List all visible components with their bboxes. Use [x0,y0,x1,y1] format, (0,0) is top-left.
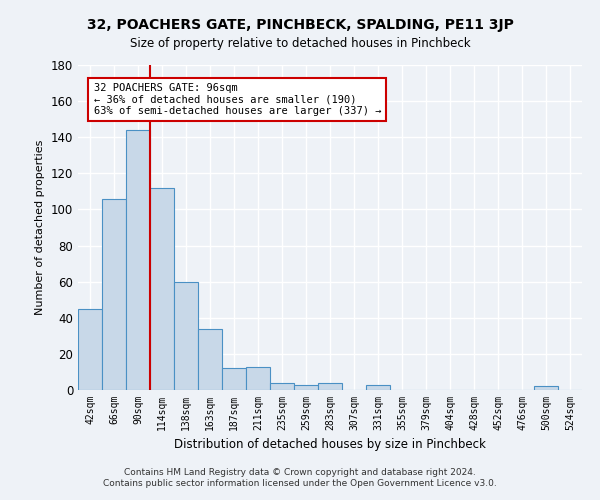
Text: 32, POACHERS GATE, PINCHBECK, SPALDING, PE11 3JP: 32, POACHERS GATE, PINCHBECK, SPALDING, … [86,18,514,32]
Bar [78,308,102,390]
Bar [318,383,342,390]
Y-axis label: Number of detached properties: Number of detached properties [35,140,45,315]
Bar [198,328,222,390]
X-axis label: Distribution of detached houses by size in Pinchbeck: Distribution of detached houses by size … [174,438,486,452]
Bar [102,198,126,390]
Text: Contains HM Land Registry data © Crown copyright and database right 2024.
Contai: Contains HM Land Registry data © Crown c… [103,468,497,487]
Bar [246,366,270,390]
Bar [222,368,246,390]
Bar [270,383,294,390]
Bar [534,386,558,390]
Bar [366,384,390,390]
Bar [126,130,150,390]
Text: Size of property relative to detached houses in Pinchbeck: Size of property relative to detached ho… [130,38,470,51]
Bar [150,188,174,390]
Bar [294,384,318,390]
Text: 32 POACHERS GATE: 96sqm
← 36% of detached houses are smaller (190)
63% of semi-d: 32 POACHERS GATE: 96sqm ← 36% of detache… [94,83,381,116]
Bar [174,282,198,390]
